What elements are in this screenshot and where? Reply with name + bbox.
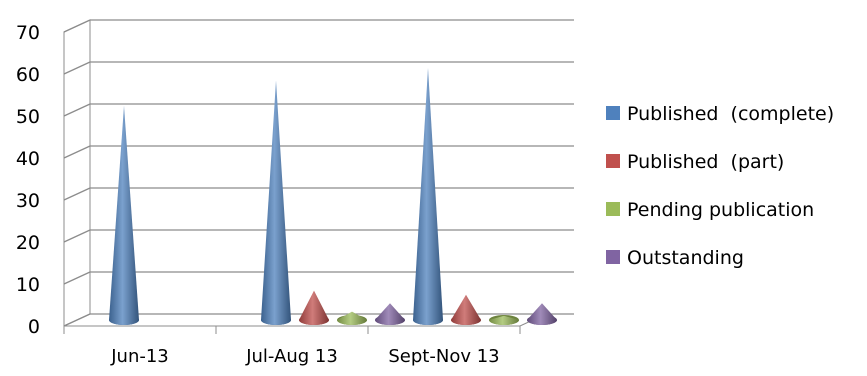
y-tick-label: 10 [16,274,40,296]
legend-swatch [606,250,620,264]
legend-item-pending-publication: Pending publication [606,199,814,221]
x-tick-label: Jul-Aug 13 [245,346,338,367]
legend-label: Published (part) [627,151,784,173]
legend-label: Outstanding [627,247,744,269]
y-tick-label: 60 [16,64,40,86]
cone-published-part-sept-nov-13 [451,294,481,325]
y-tick-label: 70 [16,22,40,44]
y-tick-label: 50 [16,106,40,128]
y-tick-label: 0 [28,316,40,338]
cone-published-complete-jul-aug-13 [261,80,291,325]
gridline-side [63,229,91,243]
x-tick-label: Jun-13 [110,346,169,367]
gridline-side [63,103,91,117]
legend-item-published-part: Published (part) [606,151,784,173]
cone-published-part-jul-aug-13 [299,290,329,325]
x-axis-category-labels: Jun-13 Jul-Aug 13 Sept-Nov 13 [63,326,521,367]
y-axis-tick-labels: 0 10 20 30 40 50 60 70 [16,22,40,338]
y-tick-label: 40 [16,148,40,170]
cone-pending-publication-sept-nov-13 [489,315,519,325]
gridline-side [63,61,91,75]
legend-label: Published (complete) [627,103,834,125]
legend-label: Pending publication [627,199,814,221]
legend-swatch [606,106,620,120]
legend-item-outstanding: Outstanding [606,247,744,269]
cone-published-complete-jun-13 [109,105,139,325]
cone-outstanding-jul-aug-13 [375,303,405,325]
legend-item-published-complete: Published (complete) [606,103,834,125]
gridline-side [63,187,91,201]
gridline-side [63,271,91,285]
gridline-side [63,145,91,159]
chart-cones [109,68,557,325]
cone-outstanding-sept-nov-13 [527,303,557,325]
x-tick-label: Sept-Nov 13 [388,346,499,367]
chart-walls [63,19,547,327]
legend-swatch [606,202,620,216]
legend: Published (complete) Published (part) Pend… [606,103,834,269]
legend-swatch [606,154,620,168]
y-tick-label: 20 [16,232,40,254]
y-tick-label: 30 [16,190,40,212]
cone-pending-publication-jul-aug-13 [337,311,367,325]
cone-published-complete-sept-nov-13 [413,68,443,325]
side-wall [63,19,91,327]
gridline-side [63,313,91,327]
gridline-side [63,19,91,33]
gridlines [63,19,574,327]
